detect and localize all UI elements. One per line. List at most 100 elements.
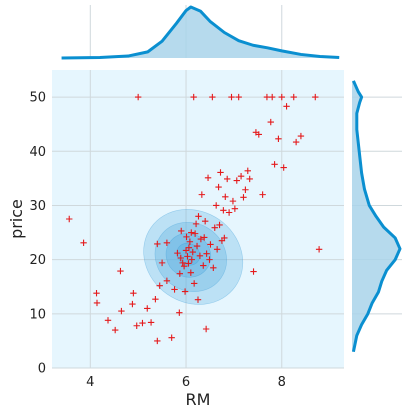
data-point [280, 164, 287, 171]
marginal-x-kde-fill [61, 7, 340, 58]
y-tick-label: 10 [29, 307, 46, 322]
data-point [268, 93, 276, 101]
data-point [139, 319, 146, 327]
x-tick-labels: 4 6 8 [86, 375, 286, 390]
data-point [152, 295, 159, 303]
x-tick-label: 6 [182, 375, 190, 390]
data-point [267, 118, 274, 126]
marginal-y-panel [351, 80, 402, 353]
data-point [177, 254, 184, 262]
data-point [244, 167, 251, 174]
data-point [203, 250, 210, 257]
data-point [168, 334, 175, 341]
data-point [207, 241, 214, 248]
data-point [213, 246, 221, 253]
data-point [275, 135, 282, 143]
scatter-points [66, 93, 323, 345]
y-tick-labels: 0 10 20 30 40 50 [29, 91, 46, 377]
x-tick-label: 8 [278, 375, 286, 390]
data-point [176, 270, 184, 277]
data-point [229, 197, 237, 205]
data-point [129, 300, 136, 308]
data-point [93, 299, 101, 307]
data-point [163, 239, 171, 247]
data-point [212, 202, 220, 209]
data-point [190, 280, 198, 287]
data-point [185, 260, 192, 267]
data-point [215, 183, 222, 191]
y-tick-label: 40 [29, 145, 46, 160]
data-point [297, 132, 305, 140]
data-point [278, 93, 285, 101]
data-point [154, 337, 161, 345]
data-point [193, 242, 201, 250]
data-point [133, 322, 140, 329]
data-point [246, 175, 253, 183]
data-point [118, 307, 125, 315]
data-point [93, 290, 100, 297]
data-point [181, 288, 189, 295]
data-point [189, 248, 196, 256]
data-point [235, 93, 242, 101]
data-point [315, 246, 323, 253]
data-point [237, 172, 245, 180]
data-point [130, 290, 137, 297]
data-point [224, 175, 231, 183]
marginal-x-panel [61, 5, 340, 60]
data-point [220, 207, 227, 214]
data-point [154, 240, 161, 248]
data-point [174, 249, 181, 257]
marginal-y-kde-line [351, 80, 402, 353]
data-point [183, 233, 190, 241]
data-point [201, 217, 209, 225]
data-point [271, 161, 278, 168]
data-point [242, 186, 249, 193]
kde-contours [143, 209, 244, 305]
data-point [194, 296, 202, 303]
data-point [222, 193, 229, 200]
data-point [144, 305, 151, 312]
data-point [158, 259, 166, 267]
plot-grid [52, 70, 344, 369]
data-point [196, 252, 204, 260]
data-point [210, 264, 217, 271]
data-point [80, 239, 87, 247]
data-point [217, 169, 224, 176]
data-point [202, 325, 210, 333]
data-point [200, 262, 207, 269]
data-point [206, 256, 213, 263]
data-point [312, 93, 319, 101]
data-point [188, 229, 195, 236]
data-point [211, 224, 218, 231]
data-point [259, 191, 266, 198]
data-point [171, 286, 178, 293]
data-point [147, 319, 155, 326]
data-point [182, 247, 190, 254]
y-tick-label: 0 [38, 362, 46, 377]
data-point [216, 221, 223, 229]
data-point [176, 309, 183, 316]
data-point [191, 230, 199, 237]
data-point [190, 93, 197, 101]
data-point [185, 244, 193, 251]
data-point [250, 268, 257, 275]
data-point [104, 317, 112, 324]
data-point [228, 93, 235, 101]
data-point [111, 326, 119, 334]
data-point [188, 256, 195, 263]
y-tick-label: 50 [29, 91, 46, 106]
data-point [209, 93, 216, 101]
data-point [197, 235, 205, 243]
data-point [192, 220, 200, 228]
data-point [290, 93, 297, 101]
main-plot: 4 6 8 0 10 20 30 40 50 RM price [7, 70, 344, 409]
data-point [240, 194, 247, 201]
data-point [231, 205, 239, 212]
data-point [178, 227, 185, 235]
data-point [195, 213, 202, 220]
data-point [180, 262, 188, 270]
data-point [198, 191, 206, 198]
data-point [186, 238, 194, 245]
data-point [255, 131, 262, 138]
